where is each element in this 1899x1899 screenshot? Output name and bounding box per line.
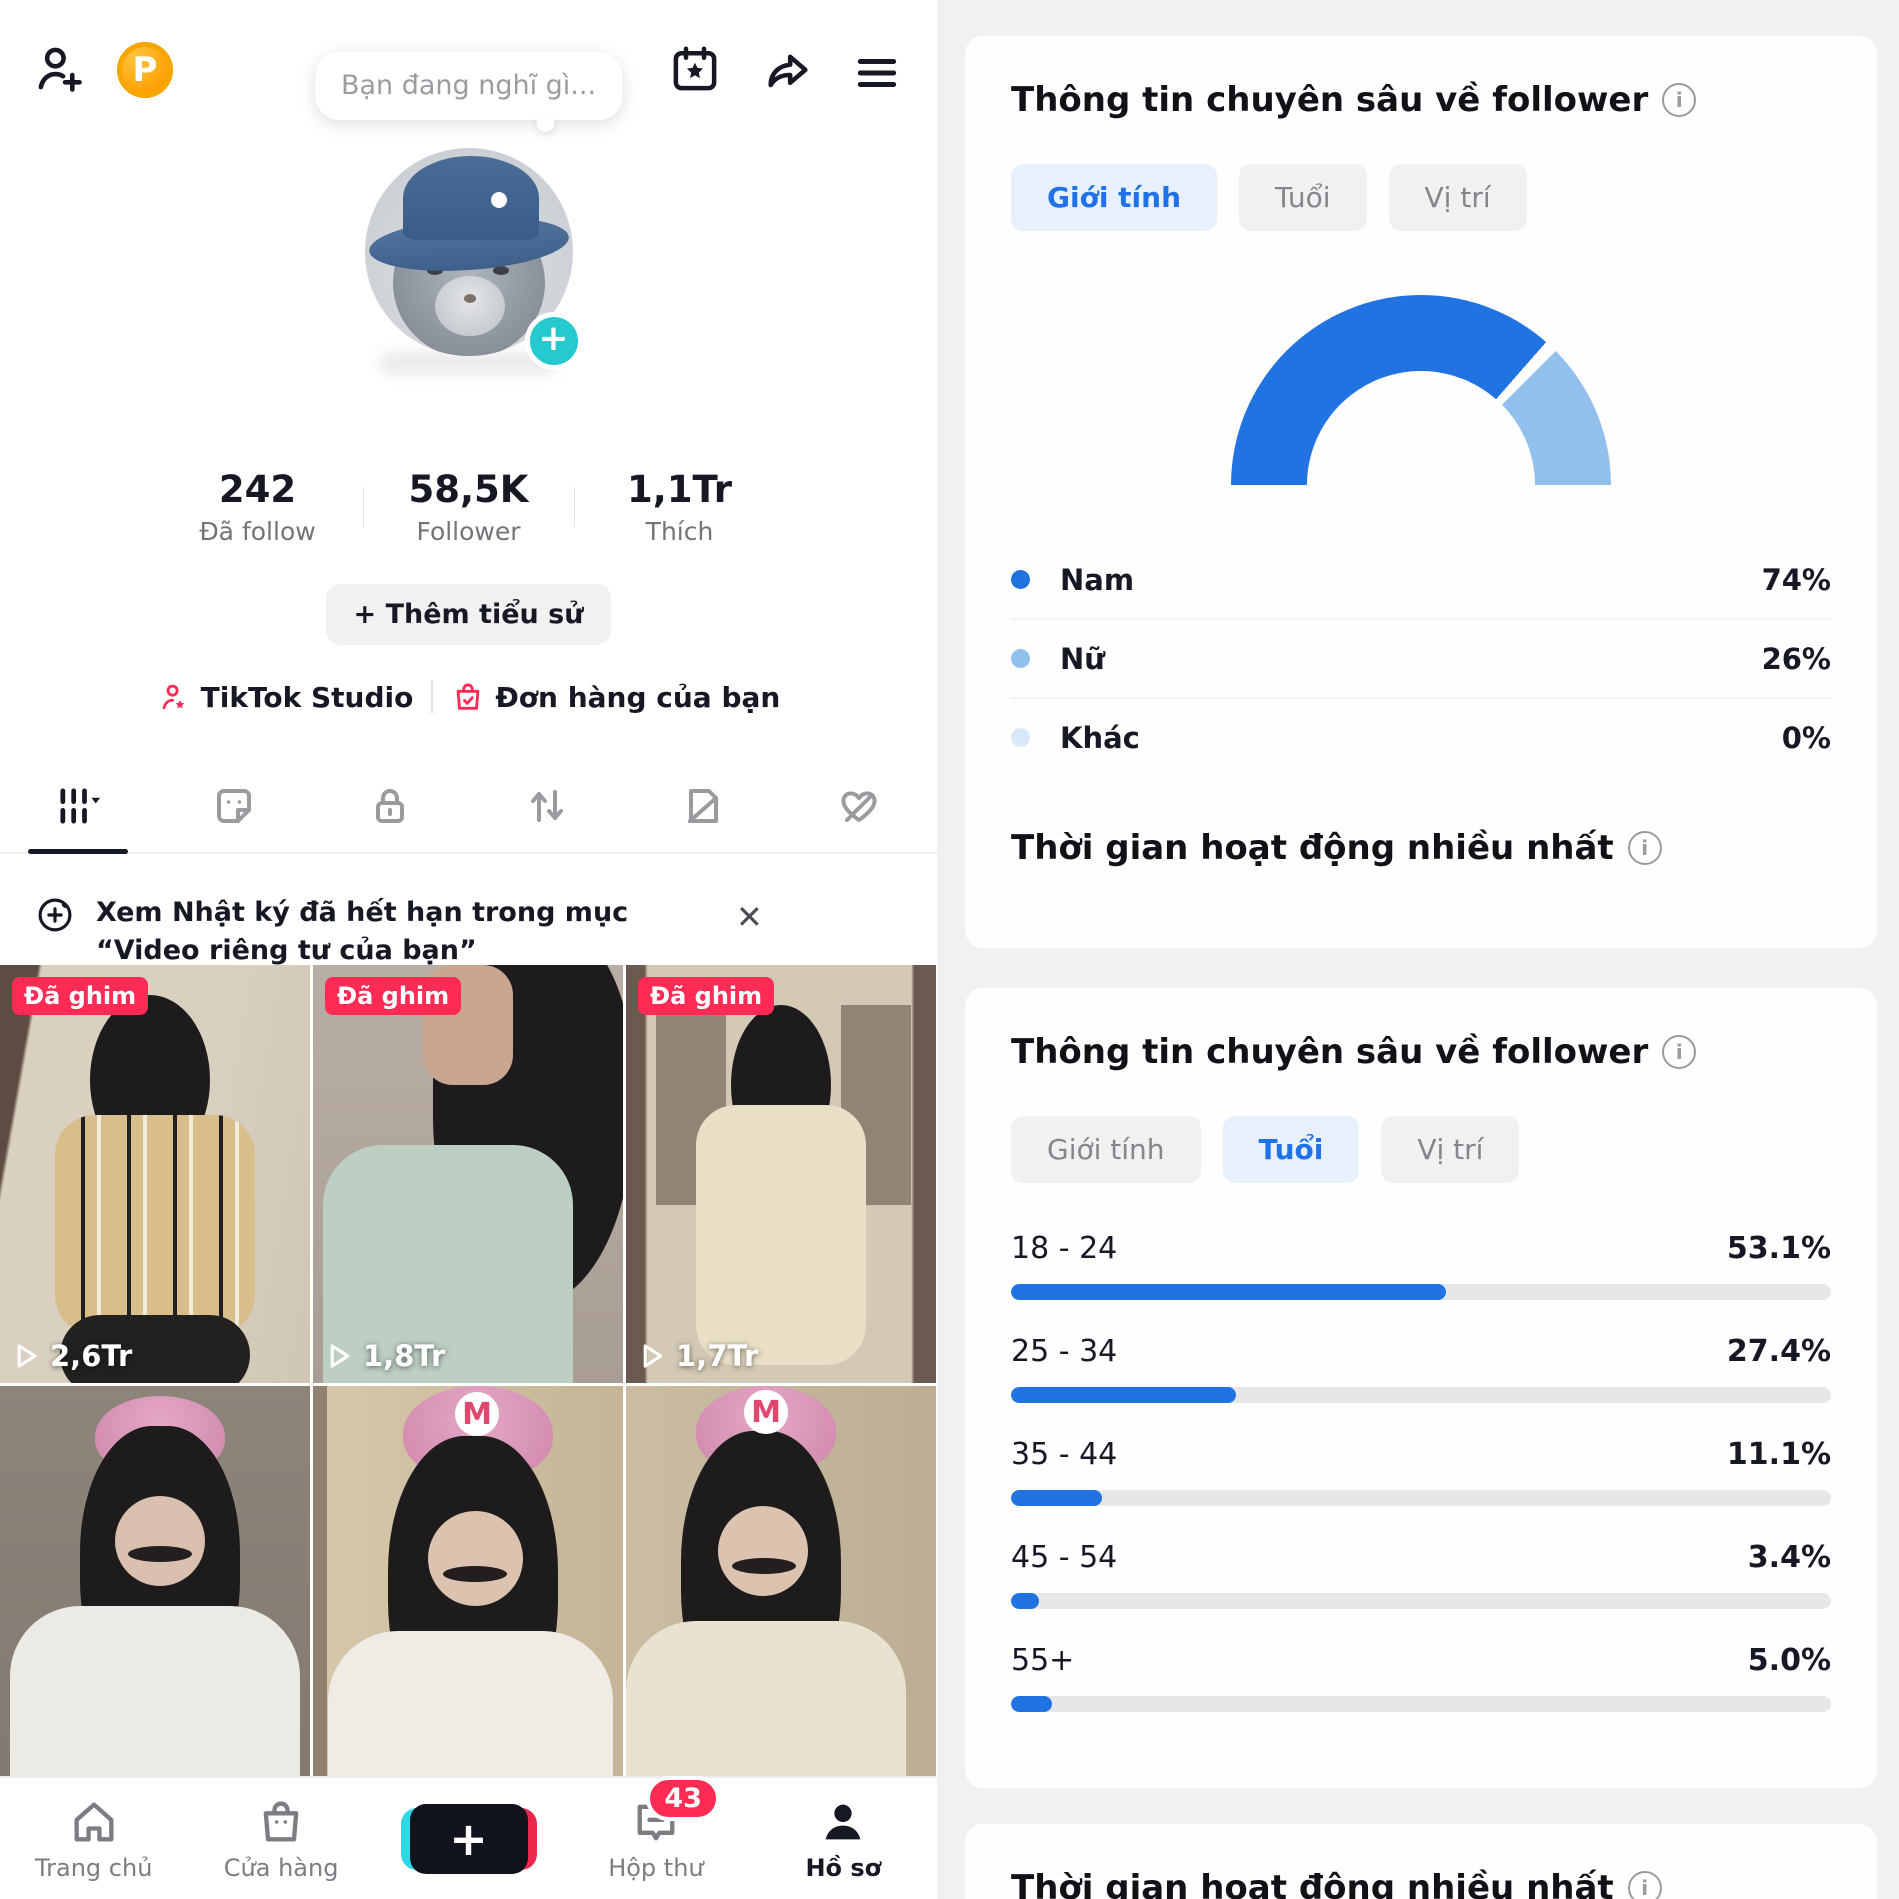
gender-insights-card: Thông tin chuyên sâu về follower i Giới …: [965, 36, 1877, 948]
profile-header: P: [0, 38, 937, 108]
active-times-title: Thời gian hoạt động nhiều nhất i: [1011, 1868, 1831, 1899]
coins-icon[interactable]: P: [117, 42, 173, 98]
tiktok-profile-panel: P Bạn đang nghĩ gì...: [0, 0, 937, 1899]
tab-gender[interactable]: Giới tính: [1011, 164, 1218, 231]
age-insights-card: Thông tin chuyên sâu về follower i Giới …: [965, 988, 1877, 1788]
nav-profile[interactable]: Hồ sơ: [750, 1778, 937, 1899]
orders-bag-icon: [451, 680, 485, 714]
orders-link[interactable]: Đơn hàng của bạn: [451, 680, 780, 714]
legend-row-nu: Nữ 26%: [1011, 618, 1831, 697]
active-times-card: Thời gian hoạt động nhiều nhất i: [965, 1824, 1877, 1899]
stat-likes[interactable]: 1,1Tr Thích: [627, 468, 732, 546]
share-profile-icon[interactable]: [762, 46, 814, 98]
tab-videos[interactable]: [0, 760, 156, 852]
follower-insights-panel: Thông tin chuyên sâu về follower i Giới …: [937, 0, 1899, 1899]
insight-tabs: Giới tính Tuổi Vị trí: [1011, 164, 1831, 231]
tab-liked-hidden[interactable]: [781, 760, 937, 852]
info-icon[interactable]: i: [1627, 831, 1662, 865]
nav-inbox[interactable]: 43 Hộp thư: [562, 1775, 749, 1899]
tab-drafts-hidden[interactable]: [625, 760, 781, 852]
tab-reposts[interactable]: [469, 760, 625, 852]
view-count: 1,8Tr: [327, 1339, 445, 1373]
legend-dot: [1011, 728, 1030, 747]
age-row-35-44: 35 - 44 11.1%: [1011, 1437, 1831, 1506]
bottom-nav: Trang chủ Cửa hàng +: [0, 1775, 937, 1899]
view-count: 1,7Tr: [640, 1339, 758, 1373]
blurred-username: [378, 352, 559, 374]
age-row-18-24: 18 - 24 53.1%: [1011, 1231, 1831, 1300]
tab-location[interactable]: Vị trí: [1381, 1116, 1520, 1183]
card-title: Thông tin chuyên sâu về follower i: [1011, 1032, 1831, 1072]
add-bio-button[interactable]: + Thêm tiểu sử: [325, 584, 612, 645]
pinned-badge: Đã ghim: [12, 977, 149, 1015]
stat-following[interactable]: 242 Đã follow: [199, 468, 316, 546]
age-row-45-54: 45 - 54 3.4%: [1011, 1540, 1831, 1609]
legend-dot: [1011, 649, 1030, 668]
gender-legend: Nam 74% Nữ 26% Khác 0%: [1011, 541, 1831, 776]
inbox-badge: 43: [646, 1775, 720, 1821]
info-icon[interactable]: i: [1662, 1035, 1697, 1069]
tiktok-studio-link[interactable]: TikTok Studio: [157, 680, 413, 714]
video-grid: Đã ghim 2,6Tr Đã ghim 1,8Tr: [0, 965, 937, 1899]
banner-text: Xem Nhật ký đã hết hạn trong mục “Video …: [96, 897, 629, 966]
nav-shop[interactable]: Cửa hàng: [187, 1778, 374, 1899]
video-thumbnail-2[interactable]: Đã ghim 1,8Tr: [313, 965, 623, 1383]
tab-stickers[interactable]: [156, 760, 312, 852]
tab-age[interactable]: Tuổi: [1222, 1116, 1360, 1183]
calendar-star-icon[interactable]: [668, 42, 722, 96]
active-times-title: Thời gian hoạt động nhiều nhất i: [1011, 828, 1831, 868]
profile-content-tabs: [0, 760, 937, 854]
info-icon[interactable]: i: [1662, 83, 1697, 117]
gender-donut-chart: [1231, 295, 1611, 485]
menu-icon[interactable]: [852, 48, 902, 98]
card-title: Thông tin chuyên sâu về follower i: [1011, 80, 1831, 120]
profile-quick-links: TikTok Studio Đơn hàng của bạn: [0, 680, 937, 714]
video-thumbnail-1[interactable]: Đã ghim 2,6Tr: [0, 965, 310, 1383]
age-row-55plus: 55+ 5.0%: [1011, 1643, 1831, 1712]
legend-dot: [1011, 570, 1030, 589]
age-row-25-34: 25 - 34 27.4%: [1011, 1334, 1831, 1403]
tab-location[interactable]: Vị trí: [1388, 164, 1527, 231]
legend-row-nam: Nam 74%: [1011, 541, 1831, 618]
nav-home[interactable]: Trang chủ: [0, 1778, 187, 1899]
tab-age[interactable]: Tuổi: [1239, 164, 1367, 231]
video-thumbnail-3[interactable]: Đã ghim 1,7Tr: [626, 965, 936, 1383]
nav-create[interactable]: +: [375, 1778, 562, 1899]
tab-gender[interactable]: Giới tính: [1011, 1116, 1201, 1183]
diary-plus-icon: [34, 894, 76, 936]
profile-stats: 242 Đã follow 58,5K Follower 1,1Tr Thích: [0, 468, 937, 546]
expired-diary-banner[interactable]: Xem Nhật ký đã hết hạn trong mục “Video …: [0, 868, 937, 996]
add-friends-icon[interactable]: [30, 40, 88, 98]
stat-followers[interactable]: 58,5K Follower: [408, 468, 529, 546]
tab-private[interactable]: [312, 760, 468, 852]
studio-icon: [157, 680, 191, 714]
legend-row-khac: Khác 0%: [1011, 697, 1831, 776]
banner-close-icon[interactable]: ✕: [736, 898, 763, 936]
insight-tabs: Giới tính Tuổi Vị trí: [1011, 1116, 1831, 1183]
status-bubble[interactable]: Bạn đang nghĩ gì...: [314, 52, 623, 133]
add-story-button[interactable]: +: [524, 312, 583, 370]
create-button[interactable]: +: [400, 1800, 537, 1874]
view-count: 2,6Tr: [14, 1339, 132, 1373]
age-bar-chart: 18 - 24 53.1% 25 - 34 27.4% 35 - 44 11: [1011, 1231, 1831, 1712]
info-icon[interactable]: i: [1627, 1871, 1662, 1899]
